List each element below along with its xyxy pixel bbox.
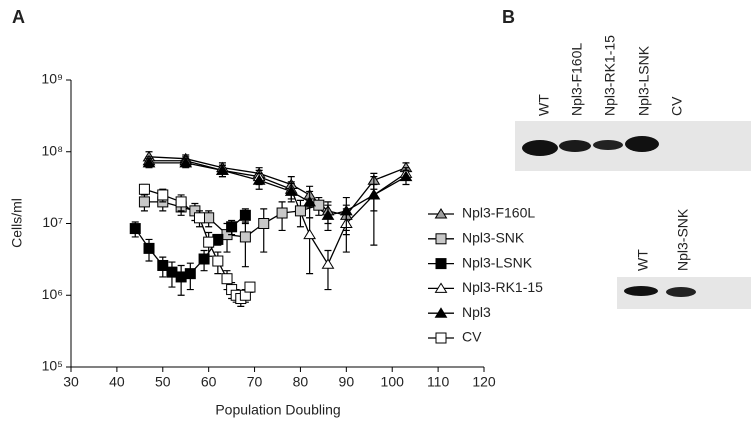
x-tick-label: 40 xyxy=(109,374,125,390)
legend-label: Npl3-SNK xyxy=(462,230,525,246)
error-bar xyxy=(306,217,314,275)
point xyxy=(221,273,233,285)
error-bar xyxy=(260,208,268,253)
point xyxy=(175,271,187,283)
band xyxy=(624,286,658,296)
y-tick-label: 10⁵ xyxy=(42,358,63,374)
point xyxy=(216,164,229,175)
lane-label: Npl3-RK1-15 xyxy=(602,35,618,116)
point xyxy=(138,183,150,195)
error-bar xyxy=(342,196,350,236)
panel-label: A xyxy=(12,7,25,27)
x-tick-label: 100 xyxy=(381,374,405,390)
point xyxy=(244,281,256,293)
y-tick-label: 10⁹ xyxy=(41,71,63,87)
band xyxy=(522,140,558,156)
lane-label: Npl3-SNK xyxy=(675,208,691,271)
point xyxy=(303,228,317,240)
legend-marker xyxy=(434,282,448,293)
point xyxy=(294,205,306,217)
point xyxy=(179,156,193,168)
point xyxy=(203,236,215,248)
legend-marker xyxy=(434,208,448,219)
point xyxy=(239,209,251,221)
legend-label: Npl3-LSNK xyxy=(462,254,533,270)
y-axis-title: Cells/ml xyxy=(9,198,25,248)
legend-label: CV xyxy=(462,329,482,345)
x-tick-label: 70 xyxy=(247,374,263,390)
point xyxy=(142,156,156,168)
y-tick-label: 10⁷ xyxy=(42,214,63,230)
legend-marker xyxy=(435,258,447,270)
series-line xyxy=(148,156,407,217)
point xyxy=(184,268,196,280)
point xyxy=(129,223,141,235)
legend-label: Npl3 xyxy=(462,304,491,320)
lane-label: WT xyxy=(635,249,651,271)
x-tick-label: 90 xyxy=(339,374,355,390)
point xyxy=(303,195,317,207)
point xyxy=(138,196,150,208)
series-line xyxy=(149,162,407,217)
x-tick-label: 60 xyxy=(201,374,217,390)
legend-label: Npl3-RK1-15 xyxy=(462,279,543,295)
point xyxy=(175,196,187,208)
band xyxy=(559,140,591,152)
point xyxy=(313,199,325,211)
y-tick-label: 10⁸ xyxy=(42,142,64,158)
x-tick-label: 110 xyxy=(427,374,450,390)
point xyxy=(276,207,288,219)
point xyxy=(284,185,298,196)
point xyxy=(157,259,169,271)
x-axis-title: Population Doubling xyxy=(215,402,340,418)
point xyxy=(258,218,270,229)
point xyxy=(212,233,224,245)
point xyxy=(367,188,381,200)
point xyxy=(198,253,210,265)
lane-label: Npl3-LSNK xyxy=(636,45,652,116)
lane-label: Npl3-F160L xyxy=(569,43,585,116)
legend-marker xyxy=(435,233,447,245)
legend-marker xyxy=(435,332,447,344)
band xyxy=(625,136,659,152)
point xyxy=(226,221,238,233)
point xyxy=(321,258,335,269)
x-tick-label: 30 xyxy=(63,374,79,390)
point xyxy=(193,212,205,224)
point xyxy=(143,242,155,254)
lane-label: CV xyxy=(669,96,685,116)
point xyxy=(321,209,335,220)
x-tick-label: 120 xyxy=(472,374,496,390)
band xyxy=(593,140,623,150)
point xyxy=(212,255,224,267)
x-tick-label: 80 xyxy=(293,374,309,390)
point xyxy=(157,189,169,201)
point xyxy=(239,231,251,243)
lane-label: WT xyxy=(536,94,552,116)
point xyxy=(399,170,413,182)
point xyxy=(166,266,178,278)
panel-label: B xyxy=(502,7,515,27)
legend-label: Npl3-F160L xyxy=(462,205,535,221)
point xyxy=(339,204,353,216)
error-bar xyxy=(241,221,249,268)
band xyxy=(666,287,696,297)
y-tick-label: 10⁶ xyxy=(42,286,63,302)
point xyxy=(252,174,266,185)
point xyxy=(203,212,215,224)
error-bar xyxy=(324,249,332,291)
legend-marker xyxy=(434,307,448,318)
x-tick-label: 50 xyxy=(155,374,171,390)
